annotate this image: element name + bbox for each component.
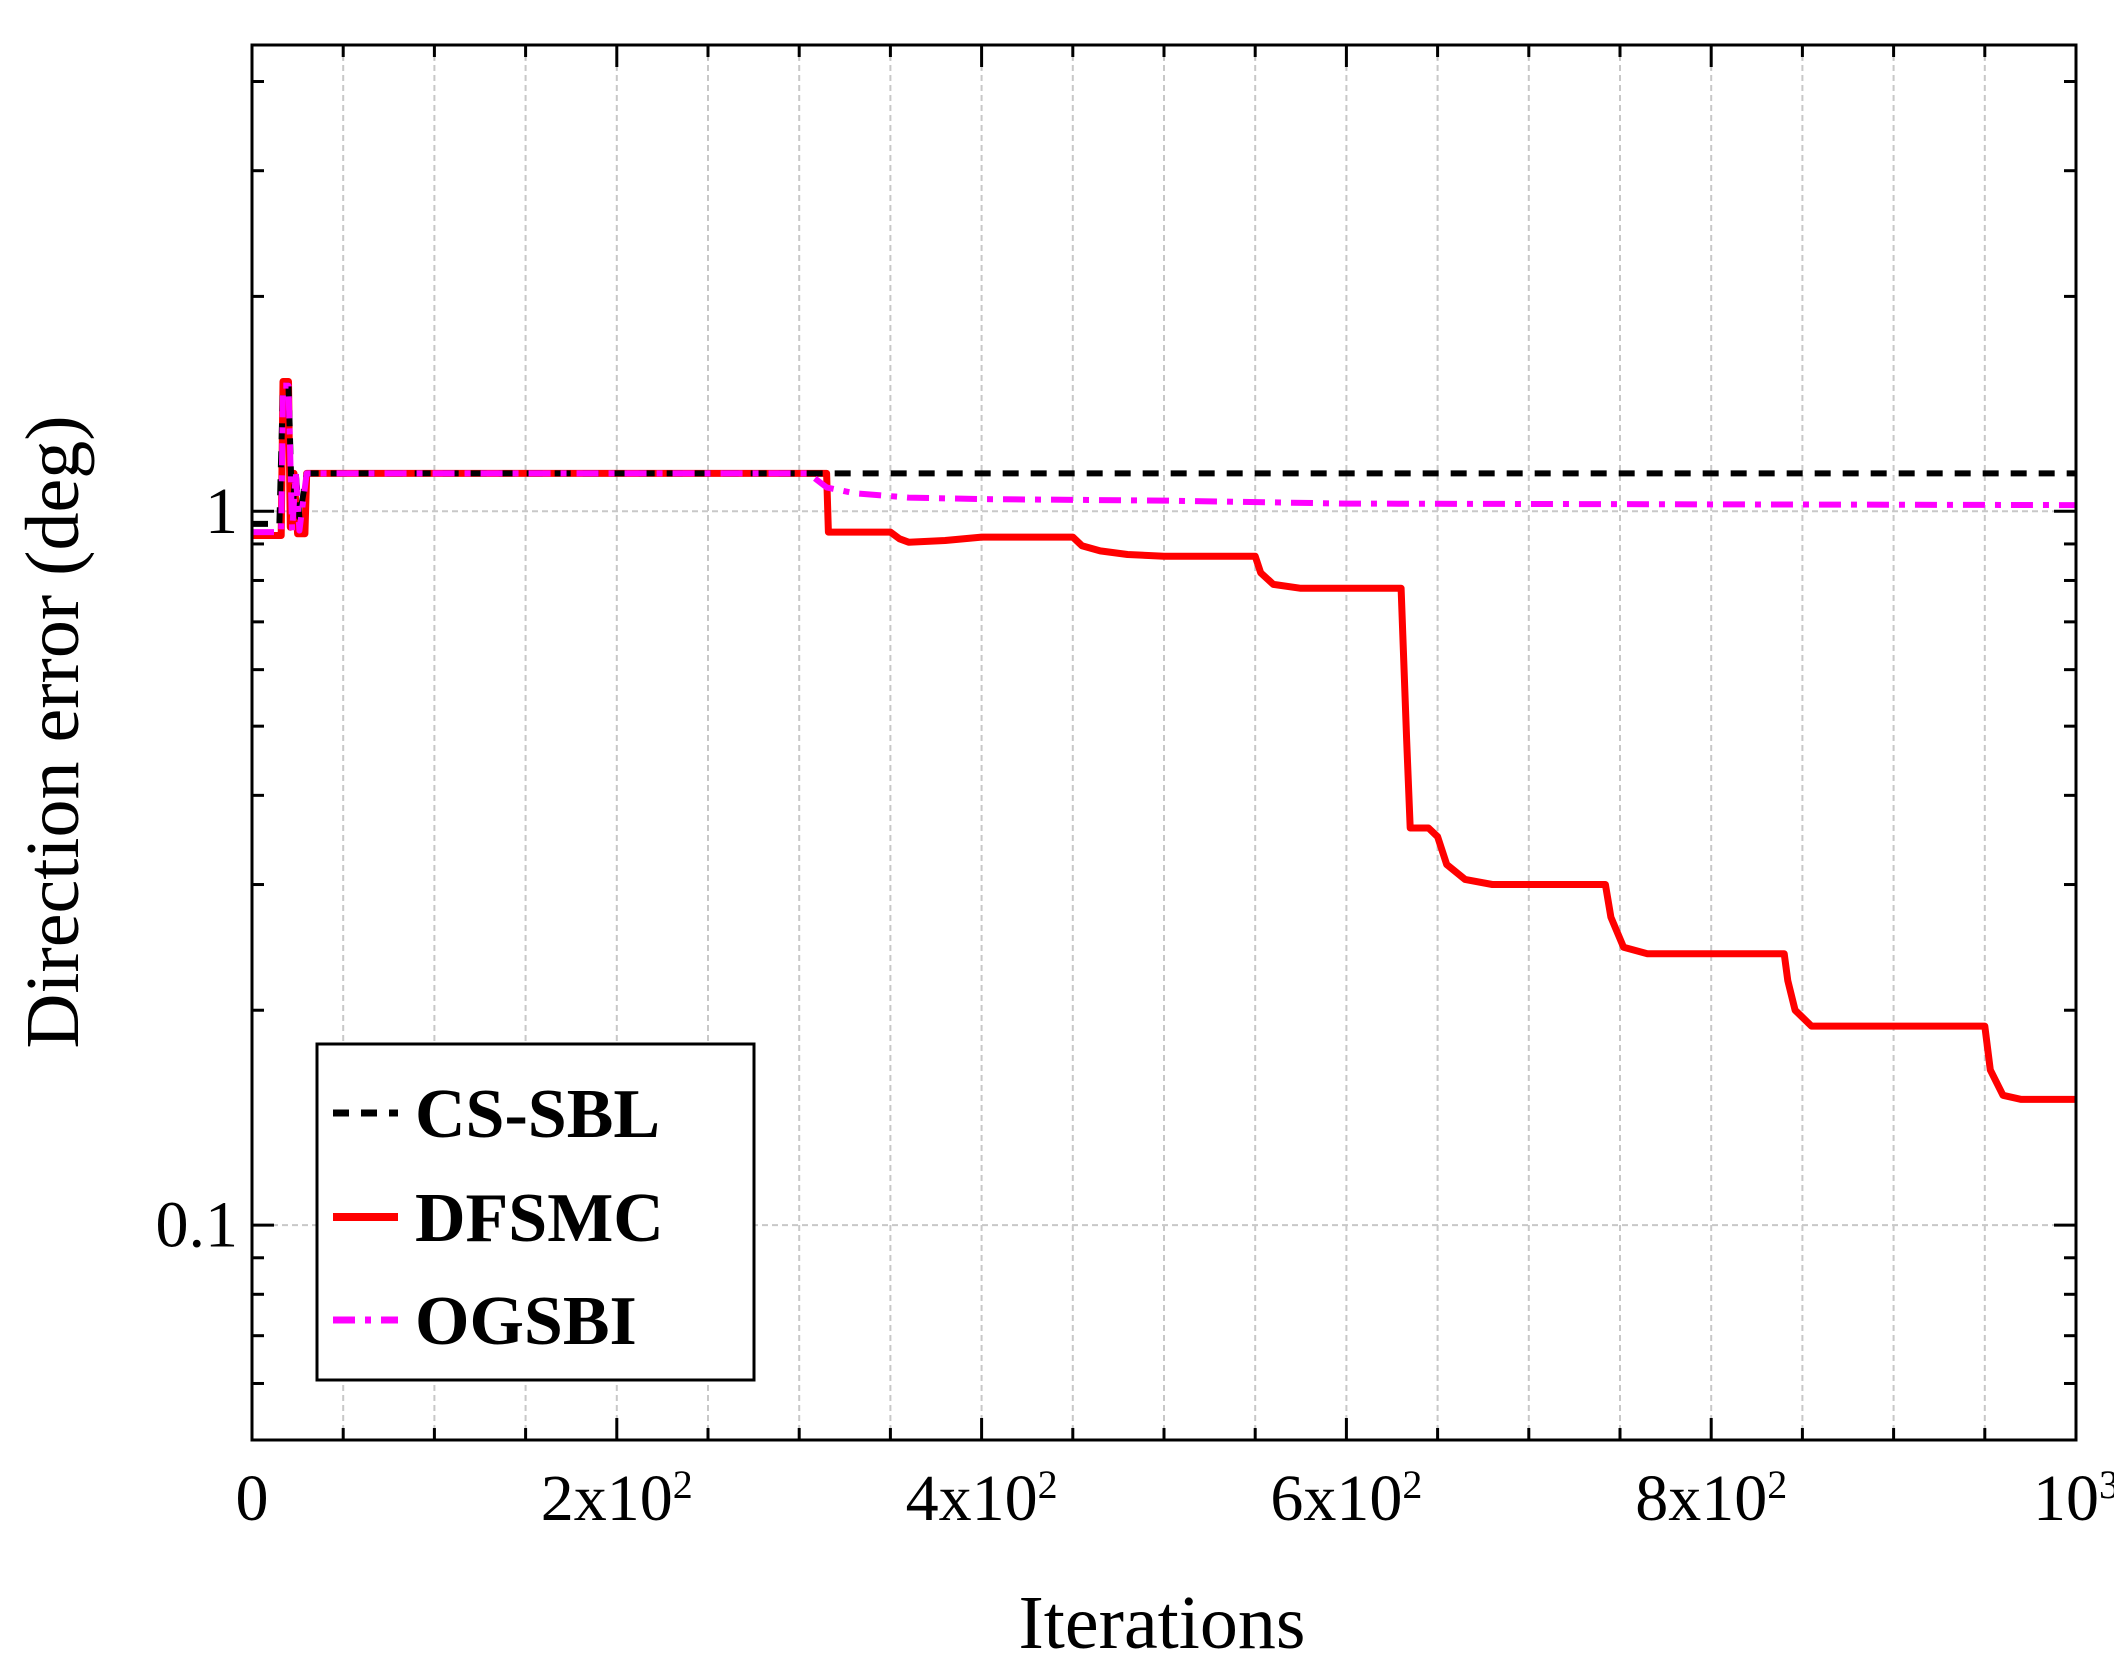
series-line-ogsbi [252,382,2077,536]
legend: CS-SBL DFSMC OGSBI [315,1042,756,1382]
x-tick-label-0: 0 [236,1462,269,1535]
y-axis-label: Direction error (deg) [11,415,95,1048]
x-tick-label-800: 8x102 [1635,1462,1787,1536]
legend-label-ogsbi: OGSBI [415,1283,637,1360]
series-lines [252,378,2077,1103]
y-tick-label-0.1: 0.1 [156,1189,239,1262]
x-axis-label: Iterations [1018,1581,1305,1665]
legend-label-cs-sbl: CS-SBL [415,1076,660,1153]
legend-box [315,1042,756,1382]
x-tick-label-400: 4x102 [906,1462,1058,1536]
plot-frame [250,43,2078,1442]
x-tick-label-600: 6x102 [1270,1462,1422,1536]
y-tick-labels: 0.1 1 [156,475,239,1262]
x-tick-label-200: 2x102 [541,1462,693,1536]
x-tick-label-1000: 103 [2033,1462,2114,1536]
y-tick-label-1: 1 [205,475,238,548]
x-tick-labels: 0 2x102 4x102 6x102 8x102 103 [236,1462,2114,1536]
legend-label-dfsmc: DFSMC [415,1180,664,1257]
axis-ticks [250,45,2078,1442]
